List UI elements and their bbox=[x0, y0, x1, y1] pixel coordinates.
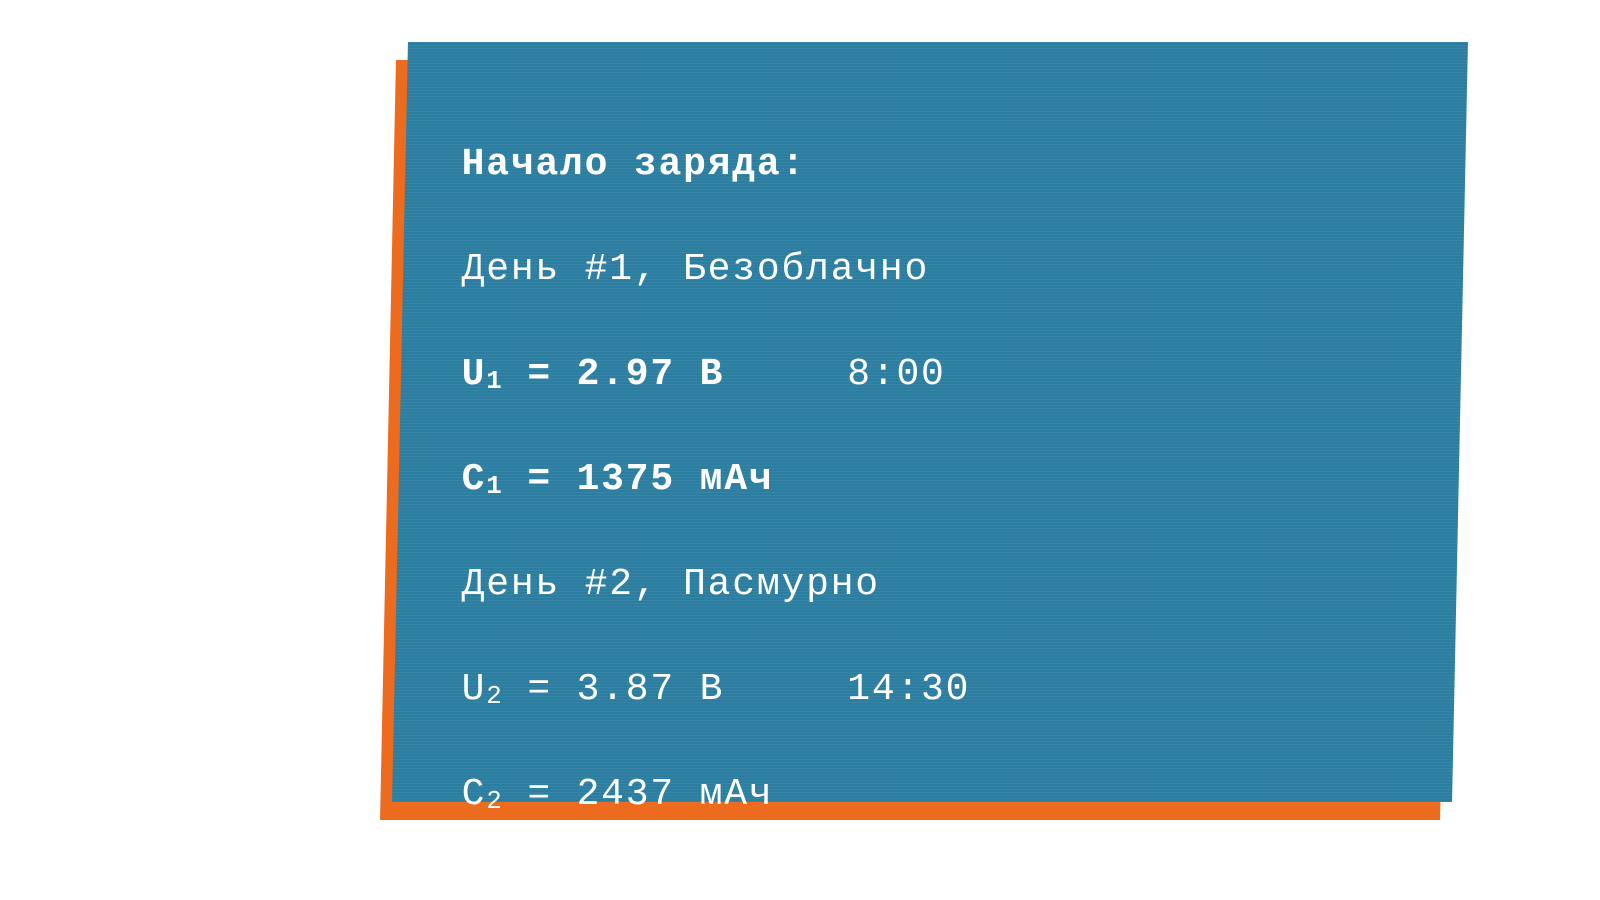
u3-sym: U bbox=[462, 878, 487, 900]
u3-sub: 3 bbox=[486, 890, 503, 900]
u2-time: 14:30 bbox=[847, 668, 970, 711]
header-start: Начало заряда: bbox=[462, 139, 1392, 191]
u3-val: = 4.07 В bbox=[527, 878, 724, 900]
day1-line: День #1, Безоблачно bbox=[462, 244, 1392, 296]
u1-line: U1 = 2.97 В 8:00 bbox=[462, 349, 1392, 401]
u3-line: U3 = 4.07 В 20:00 bbox=[462, 874, 1392, 900]
c1-val: = 1375 мАч bbox=[527, 458, 773, 501]
c2-sym: С bbox=[462, 773, 487, 816]
u2-sym: U bbox=[462, 668, 487, 711]
c1-sub: 1 bbox=[486, 471, 503, 501]
u2-sub: 2 bbox=[486, 681, 503, 711]
u1-sub: 1 bbox=[486, 366, 503, 396]
u2-line: U2 = 3.87 В 14:30 bbox=[462, 664, 1392, 716]
u1-val: = 2.97 В bbox=[527, 353, 724, 396]
c2-sub: 2 bbox=[486, 786, 503, 816]
info-card: Начало заряда: День #1, Безоблачно U1 = … bbox=[392, 42, 1468, 802]
u3-time: 20:00 bbox=[847, 878, 970, 900]
u2-val: = 3.87 В bbox=[527, 668, 724, 711]
c2-val: = 2437 мАч bbox=[527, 773, 773, 816]
stage: Начало заряда: День #1, Безоблачно U1 = … bbox=[0, 0, 1600, 900]
u1-time: 8:00 bbox=[847, 353, 945, 396]
card-content: Начало заряда: День #1, Безоблачно U1 = … bbox=[462, 87, 1392, 900]
c1-sym: С bbox=[462, 458, 487, 501]
u1-sym: U bbox=[462, 353, 487, 396]
c1-line: С1 = 1375 мАч bbox=[462, 454, 1392, 506]
day2-line: День #2, Пасмурно bbox=[462, 559, 1392, 611]
c2-line: С2 = 2437 мАч bbox=[462, 769, 1392, 821]
